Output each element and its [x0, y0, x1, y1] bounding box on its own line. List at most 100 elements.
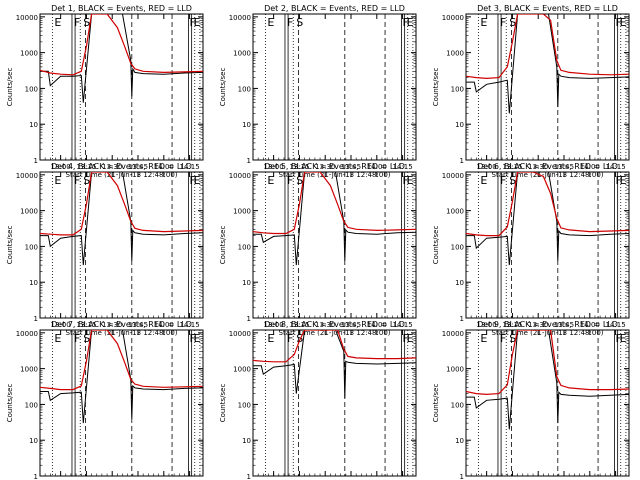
x-tick-label: 13:00	[51, 321, 71, 329]
x-tick-label: 14:15	[605, 163, 625, 171]
marker-label: F	[403, 16, 409, 29]
detector-panel: Det 5, BLACK = Events, RED = LLD 1 10 100 10…	[219, 162, 417, 337]
y-tick-label: 10	[455, 279, 464, 287]
x-tick-label: 14:15	[605, 321, 625, 329]
detector-panel: Det 3, BLACK = Events, RED = LLD 1 10 100 10…	[432, 4, 630, 179]
x-tick-label: 13:00	[51, 163, 71, 171]
x-tick-label: 14:15	[392, 163, 412, 171]
x-tick-label: 13:45	[341, 321, 361, 329]
x-tick-label: 13:15	[289, 163, 309, 171]
y-tick-label: 1	[34, 157, 38, 165]
x-tick-label: 13:45	[128, 163, 148, 171]
y-tick-label: 10	[242, 279, 251, 287]
lld-series-line	[40, 14, 203, 76]
y-tick-label: 100	[25, 85, 38, 93]
y-tick-label: 10	[455, 121, 464, 129]
y-axis-label: Counts/sec	[432, 384, 440, 423]
x-tick-label: 13:15	[76, 321, 96, 329]
marker-lines	[264, 14, 414, 160]
marker-label: S	[83, 174, 90, 187]
events-series-line	[253, 172, 416, 266]
x-axis-label: Start Time (21-Jun-13 12:48:00)	[66, 329, 178, 337]
y-tick-label: 10000	[442, 330, 464, 338]
y-axis-label: Counts/sec	[432, 226, 440, 265]
y-tick-label: 100	[451, 85, 464, 93]
y-tick-label: 1000	[20, 366, 38, 374]
y-axis-label: Counts/sec	[6, 68, 14, 107]
marker-label: S	[296, 174, 303, 187]
marker-label: F	[190, 332, 196, 345]
x-tick-label: 14:00	[154, 163, 174, 171]
plot-frame	[39, 171, 204, 319]
panel-title: Det 3, BLACK = Events, RED = LLD	[477, 4, 618, 13]
y-tick-label: 1	[460, 473, 464, 480]
marker-label: E	[267, 332, 274, 345]
marker-label: S	[509, 332, 516, 345]
marker-label: S	[509, 16, 516, 29]
lld-series-line	[40, 330, 203, 391]
x-tick-label: 13:00	[477, 321, 497, 329]
y-tick-label: 10	[29, 121, 38, 129]
y-tick-label: 10000	[16, 14, 38, 22]
x-tick-label: 13:30	[102, 163, 122, 171]
y-tick-label: 10000	[229, 14, 251, 22]
events-series-line	[40, 172, 203, 266]
y-tick-label: 10	[455, 437, 464, 445]
x-axis-label: Start Time (21-Jun-13 12:48:00)	[492, 171, 604, 179]
y-tick-label: 10	[29, 279, 38, 287]
y-tick-label: 10000	[442, 14, 464, 22]
x-tick-label: 13:15	[289, 321, 309, 329]
plot-frame	[39, 329, 204, 477]
marker-label: F	[500, 16, 506, 29]
y-tick-label: 1	[247, 315, 251, 323]
y-tick-label: 1000	[20, 208, 38, 216]
marker-label: F	[403, 332, 409, 345]
x-tick-label: 13:30	[528, 163, 548, 171]
series-group	[40, 330, 203, 424]
marker-label: E	[407, 174, 414, 187]
x-tick-label: 13:15	[76, 163, 96, 171]
y-tick-label: 100	[25, 401, 38, 409]
x-axis-label: Start Time (21-Jun-13 12:48:00)	[279, 329, 391, 337]
marker-lines	[264, 172, 414, 318]
panel-title: Det 4, BLACK = Events, RED = LLD	[51, 162, 192, 171]
marker-label: F	[74, 332, 80, 345]
lld-series-line	[466, 14, 629, 80]
marker-label: E	[620, 16, 627, 29]
marker-label: F	[616, 332, 622, 345]
x-tick-label: 14:15	[179, 321, 199, 329]
y-axis-label: Counts/sec	[219, 384, 227, 423]
events-series-line	[40, 330, 203, 424]
y-tick-label: 10000	[229, 172, 251, 180]
marker-label: E	[480, 174, 487, 187]
y-axis-label: Counts/sec	[432, 68, 440, 107]
series-group	[466, 172, 629, 266]
x-tick-label: 14:00	[367, 321, 387, 329]
marker-lines	[51, 14, 201, 160]
y-tick-label: 1	[34, 473, 38, 480]
panel-title: Det 5, BLACK = Events, RED = LLD	[264, 162, 405, 171]
lld-series-line	[40, 172, 203, 236]
y-tick-label: 10000	[442, 172, 464, 180]
marker-label: F	[616, 16, 622, 29]
y-tick-label: 1000	[233, 208, 251, 216]
y-tick-label: 1	[34, 315, 38, 323]
events-series-line	[40, 14, 203, 103]
y-tick-label: 1000	[446, 208, 464, 216]
x-tick-label: 13:45	[554, 321, 574, 329]
lld-series-line	[253, 172, 416, 235]
y-tick-label: 10000	[16, 172, 38, 180]
x-tick-label: 14:00	[580, 321, 600, 329]
marker-label: E	[480, 16, 487, 29]
marker-label: E	[407, 16, 414, 29]
x-tick-label: 14:00	[367, 163, 387, 171]
panel-title: Det 7, BLACK = Events, RED = LLD	[51, 320, 192, 329]
marker-label: E	[480, 332, 487, 345]
marker-label: E	[194, 16, 201, 29]
y-tick-label: 100	[25, 243, 38, 251]
plot-frame	[465, 171, 630, 319]
marker-label: E	[54, 332, 61, 345]
y-tick-label: 1000	[446, 50, 464, 58]
marker-label: E	[194, 332, 201, 345]
